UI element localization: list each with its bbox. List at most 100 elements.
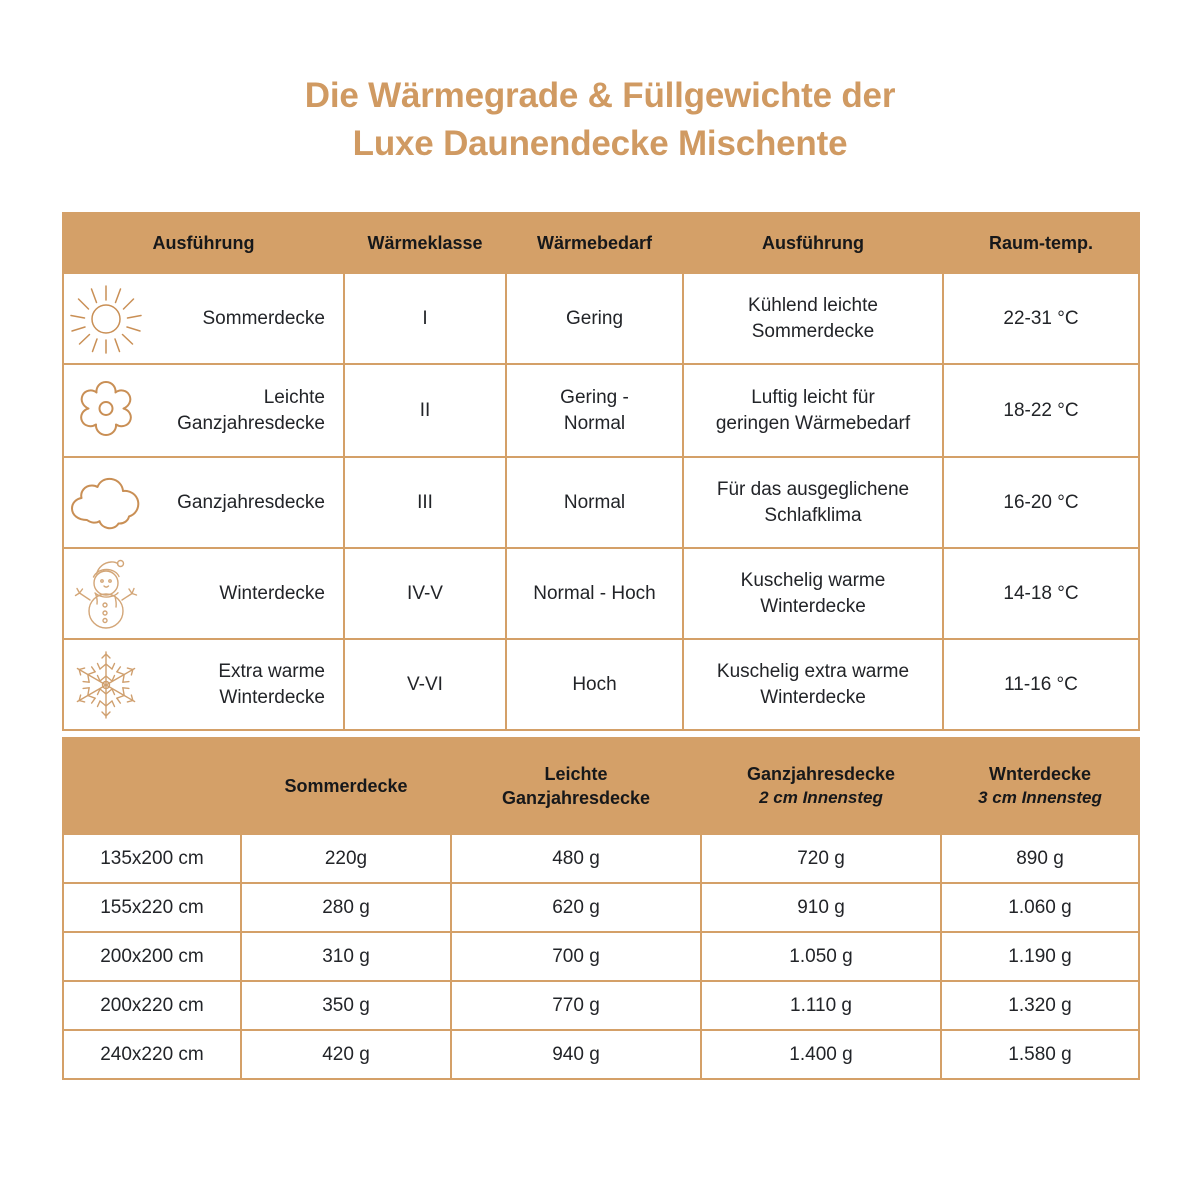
weight-header-leichte-ganzjahresdecke: Leichte Ganzjahresdecke bbox=[450, 737, 702, 835]
weight-row-2-sommerdecke: 280 g bbox=[240, 882, 452, 933]
warmth-row-3-ausfuehrung-label: Ganzjahresdecke bbox=[177, 491, 325, 513]
weight-row-4-leichte: 770 g bbox=[450, 980, 702, 1031]
warmth-row-4-ausfuehrung-cell: Winterdecke bbox=[62, 547, 345, 640]
warmth-header-ausfuehrung: Ausführung bbox=[62, 212, 345, 274]
warmth-row-4-waermeklasse: IV-V bbox=[343, 547, 507, 640]
warmth-row-5-waermeklasse: V-VI bbox=[343, 638, 507, 731]
warmth-row-5-beschreibung-line-1: Kuschelig extra warme bbox=[716, 660, 910, 682]
weight-row-1-ganzjahres: 720 g bbox=[700, 833, 942, 884]
table-row: Ganzjahresdecke III Normal Für das ausge… bbox=[62, 456, 1140, 549]
cloud-icon bbox=[64, 465, 148, 541]
weight-row-2-leichte: 620 g bbox=[450, 882, 702, 933]
table-row: 200x200 cm 310 g 700 g 1.050 g 1.190 g bbox=[62, 931, 1140, 982]
weight-row-5-ganzjahres: 1.400 g bbox=[700, 1029, 942, 1080]
weight-table-head: Sommerdecke Leichte Ganzjahresdecke Ganz… bbox=[62, 737, 1140, 835]
table-row: 200x220 cm 350 g 770 g 1.110 g 1.320 g bbox=[62, 980, 1140, 1031]
warmth-row-1-beschreibung-line-1: Kühlend leichte bbox=[748, 294, 878, 316]
weight-table-header-row: Sommerdecke Leichte Ganzjahresdecke Ganz… bbox=[62, 737, 1140, 835]
warmth-row-4-beschreibung: Kuschelig warme Winterdecke bbox=[682, 547, 944, 640]
warmth-row-3-waermebedarf: Normal bbox=[505, 456, 684, 549]
warmth-row-4-ausfuehrung-label: Winterdecke bbox=[219, 582, 325, 604]
weight-row-3-ganzjahres: 1.050 g bbox=[700, 931, 942, 982]
weight-row-3-winter: 1.190 g bbox=[940, 931, 1140, 982]
warmth-row-5-beschreibung: Kuschelig extra warme Winterdecke bbox=[682, 638, 944, 731]
weight-row-4-ganzjahres: 1.110 g bbox=[700, 980, 942, 1031]
weight-row-5-leichte: 940 g bbox=[450, 1029, 702, 1080]
warmth-row-1-beschreibung: Kühlend leichte Sommerdecke bbox=[682, 272, 944, 365]
weight-row-3-sommerdecke: 310 g bbox=[240, 931, 452, 982]
warmth-row-4-raumtemp: 14-18 °C bbox=[942, 547, 1140, 640]
warmth-row-2-waermebedarf-line-2: Normal bbox=[563, 412, 626, 434]
weight-row-2-size: 155x220 cm bbox=[62, 882, 242, 933]
warmth-header-waermebedarf: Wärmebedarf bbox=[505, 212, 684, 274]
warmth-row-5-beschreibung-line-2: Winterdecke bbox=[760, 686, 866, 708]
warmth-row-2-beschreibung-line-1: Luftig leicht für bbox=[751, 386, 875, 408]
warmth-row-1-ausfuehrung-label: Sommerdecke bbox=[202, 307, 326, 329]
warmth-row-4-waermebedarf: Normal - Hoch bbox=[505, 547, 684, 640]
snowman-icon bbox=[64, 556, 148, 632]
warmth-header-waermeklasse: Wärmeklasse bbox=[343, 212, 507, 274]
weight-row-1-leichte: 480 g bbox=[450, 833, 702, 884]
warmth-class-table: Ausführung Wärmeklasse Wärmebedarf Ausfü… bbox=[62, 212, 1140, 731]
weight-row-1-sommerdecke: 220g bbox=[240, 833, 452, 884]
warmth-row-3-beschreibung-line-1: Für das ausgeglichene bbox=[716, 478, 910, 500]
warmth-row-5-raumtemp: 11-16 °C bbox=[942, 638, 1140, 731]
warmth-row-2-raumtemp: 18-22 °C bbox=[942, 363, 1140, 458]
table-row: 135x200 cm 220g 480 g 720 g 890 g bbox=[62, 833, 1140, 884]
warmth-row-1-waermeklasse: I bbox=[343, 272, 507, 365]
weight-header-winter-line-1: Wnterdecke bbox=[988, 764, 1092, 784]
fill-weight-table: Sommerdecke Leichte Ganzjahresdecke Ganz… bbox=[62, 737, 1140, 1080]
weight-header-ganzjahresdecke: Ganzjahresdecke 2 cm Innensteg bbox=[700, 737, 942, 835]
weight-row-4-winter: 1.320 g bbox=[940, 980, 1140, 1031]
warmth-row-3-beschreibung-line-2: Schlafklima bbox=[764, 504, 862, 526]
warmth-row-2-ausfuehrung-cell: Leichte Ganzjahresdecke bbox=[62, 363, 345, 458]
warmth-header-ausfuehrung-description: Ausführung bbox=[682, 212, 944, 274]
warmth-row-5-ausfuehrung-cell: Extra warme Winterdecke bbox=[62, 638, 345, 731]
warmth-row-2-waermeklasse: II bbox=[343, 363, 507, 458]
warmth-row-1-beschreibung-line-2: Sommerdecke bbox=[751, 320, 875, 342]
table-row: Sommerdecke I Gering Kühlend leichte Som… bbox=[62, 272, 1140, 365]
table-row: Extra warme Winterdecke V-VI Hoch Kusche… bbox=[62, 638, 1140, 731]
weight-row-2-ganzjahres: 910 g bbox=[700, 882, 942, 933]
warmth-table-head: Ausführung Wärmeklasse Wärmebedarf Ausfü… bbox=[62, 212, 1140, 274]
warmth-row-4-beschreibung-line-1: Kuschelig warme bbox=[740, 569, 886, 591]
warmth-row-2-beschreibung-line-2: geringen Wärmebedarf bbox=[715, 412, 911, 434]
weight-header-ganzjahres-innensteg: 2 cm Innensteg bbox=[759, 788, 883, 807]
warmth-row-2-beschreibung: Luftig leicht für geringen Wärmebedarf bbox=[682, 363, 944, 458]
warmth-row-2-ausfuehrung-line-1: Leichte bbox=[263, 386, 325, 408]
table-row: Winterdecke IV-V Normal - Hoch Kuschelig… bbox=[62, 547, 1140, 640]
page-title-line-2: Luxe Daunendecke Mischente bbox=[352, 124, 848, 163]
weight-header-ganzjahres-line-1: Ganzjahresdecke bbox=[746, 764, 896, 784]
flower-icon bbox=[64, 373, 148, 449]
warmth-row-5-ausfuehrung-line-1: Extra warme bbox=[218, 660, 325, 682]
weight-row-3-leichte: 700 g bbox=[450, 931, 702, 982]
page-title: Die Wärmegrade & Füllgewichte der Luxe D… bbox=[0, 72, 1200, 168]
warmth-row-1-waermebedarf: Gering bbox=[505, 272, 684, 365]
warmth-row-2-ausfuehrung-line-2: Ganzjahresdecke bbox=[177, 412, 325, 434]
weight-header-leichte-line-1: Leichte bbox=[544, 764, 608, 784]
sun-icon bbox=[64, 281, 148, 357]
warmth-row-5-ausfuehrung-line-2: Winterdecke bbox=[219, 686, 325, 708]
weight-table-body: 135x200 cm 220g 480 g 720 g 890 g 155x22… bbox=[62, 833, 1140, 1080]
warmth-table-body: Sommerdecke I Gering Kühlend leichte Som… bbox=[62, 272, 1140, 731]
table-row: Leichte Ganzjahresdecke II Gering - Norm… bbox=[62, 363, 1140, 458]
warmth-row-3-beschreibung: Für das ausgeglichene Schlafklima bbox=[682, 456, 944, 549]
weight-row-1-size: 135x200 cm bbox=[62, 833, 242, 884]
weight-header-sommerdecke: Sommerdecke bbox=[240, 737, 452, 835]
warmth-row-3-raumtemp: 16-20 °C bbox=[942, 456, 1140, 549]
warmth-row-1-raumtemp: 22-31 °C bbox=[942, 272, 1140, 365]
weight-header-winterdecke: Wnterdecke 3 cm Innensteg bbox=[940, 737, 1140, 835]
warmth-row-1-ausfuehrung-cell: Sommerdecke bbox=[62, 272, 345, 365]
weight-row-5-winter: 1.580 g bbox=[940, 1029, 1140, 1080]
weight-row-5-sommerdecke: 420 g bbox=[240, 1029, 452, 1080]
warmth-row-2-waermebedarf: Gering - Normal bbox=[505, 363, 684, 458]
warmth-table-header-row: Ausführung Wärmeklasse Wärmebedarf Ausfü… bbox=[62, 212, 1140, 274]
warmth-row-4-beschreibung-line-2: Winterdecke bbox=[760, 595, 866, 617]
warmth-row-3-ausfuehrung-cell: Ganzjahresdecke bbox=[62, 456, 345, 549]
weight-row-4-sommerdecke: 350 g bbox=[240, 980, 452, 1031]
table-row: 240x220 cm 420 g 940 g 1.400 g 1.580 g bbox=[62, 1029, 1140, 1080]
warmth-row-3-waermeklasse: III bbox=[343, 456, 507, 549]
weight-row-1-winter: 890 g bbox=[940, 833, 1140, 884]
weight-header-winter-innensteg: 3 cm Innensteg bbox=[978, 788, 1102, 807]
